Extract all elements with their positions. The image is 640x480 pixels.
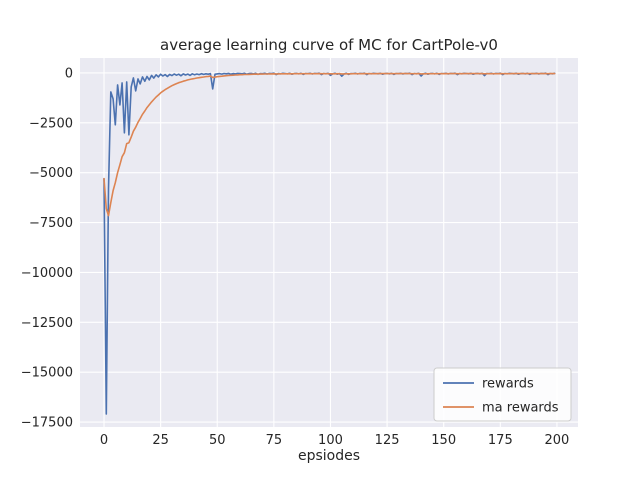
x-tick-label: 100 xyxy=(318,433,343,448)
x-tick-label: 175 xyxy=(488,433,513,448)
y-tick-label: −12500 xyxy=(21,316,73,331)
chart-title: average learning curve of MC for CartPol… xyxy=(160,36,498,54)
y-tick-label: −2500 xyxy=(29,116,73,131)
ma-rewards-line xyxy=(103,72,556,217)
y-tick-label: −15000 xyxy=(21,366,73,381)
y-tick-label: 0 xyxy=(65,66,73,81)
x-tick-label: 200 xyxy=(545,433,570,448)
y-tick-label: −17500 xyxy=(21,416,73,431)
x-tick-label: 75 xyxy=(266,433,283,448)
legend-label: rewards xyxy=(482,377,534,392)
y-tick-label: −10000 xyxy=(21,266,73,281)
y-tick-label: −5000 xyxy=(29,166,73,181)
x-tick-label: 125 xyxy=(375,433,400,448)
x-tick-label: 25 xyxy=(152,433,169,448)
legend-label: ma rewards xyxy=(482,401,559,416)
axes-background xyxy=(80,58,578,427)
x-tick-label: 0 xyxy=(100,433,108,448)
x-axis-label: epsiodes xyxy=(297,448,361,464)
y-tick-label: −7500 xyxy=(29,216,73,231)
x-tick-label: 50 xyxy=(209,433,226,448)
x-tick-label: 150 xyxy=(431,433,456,448)
